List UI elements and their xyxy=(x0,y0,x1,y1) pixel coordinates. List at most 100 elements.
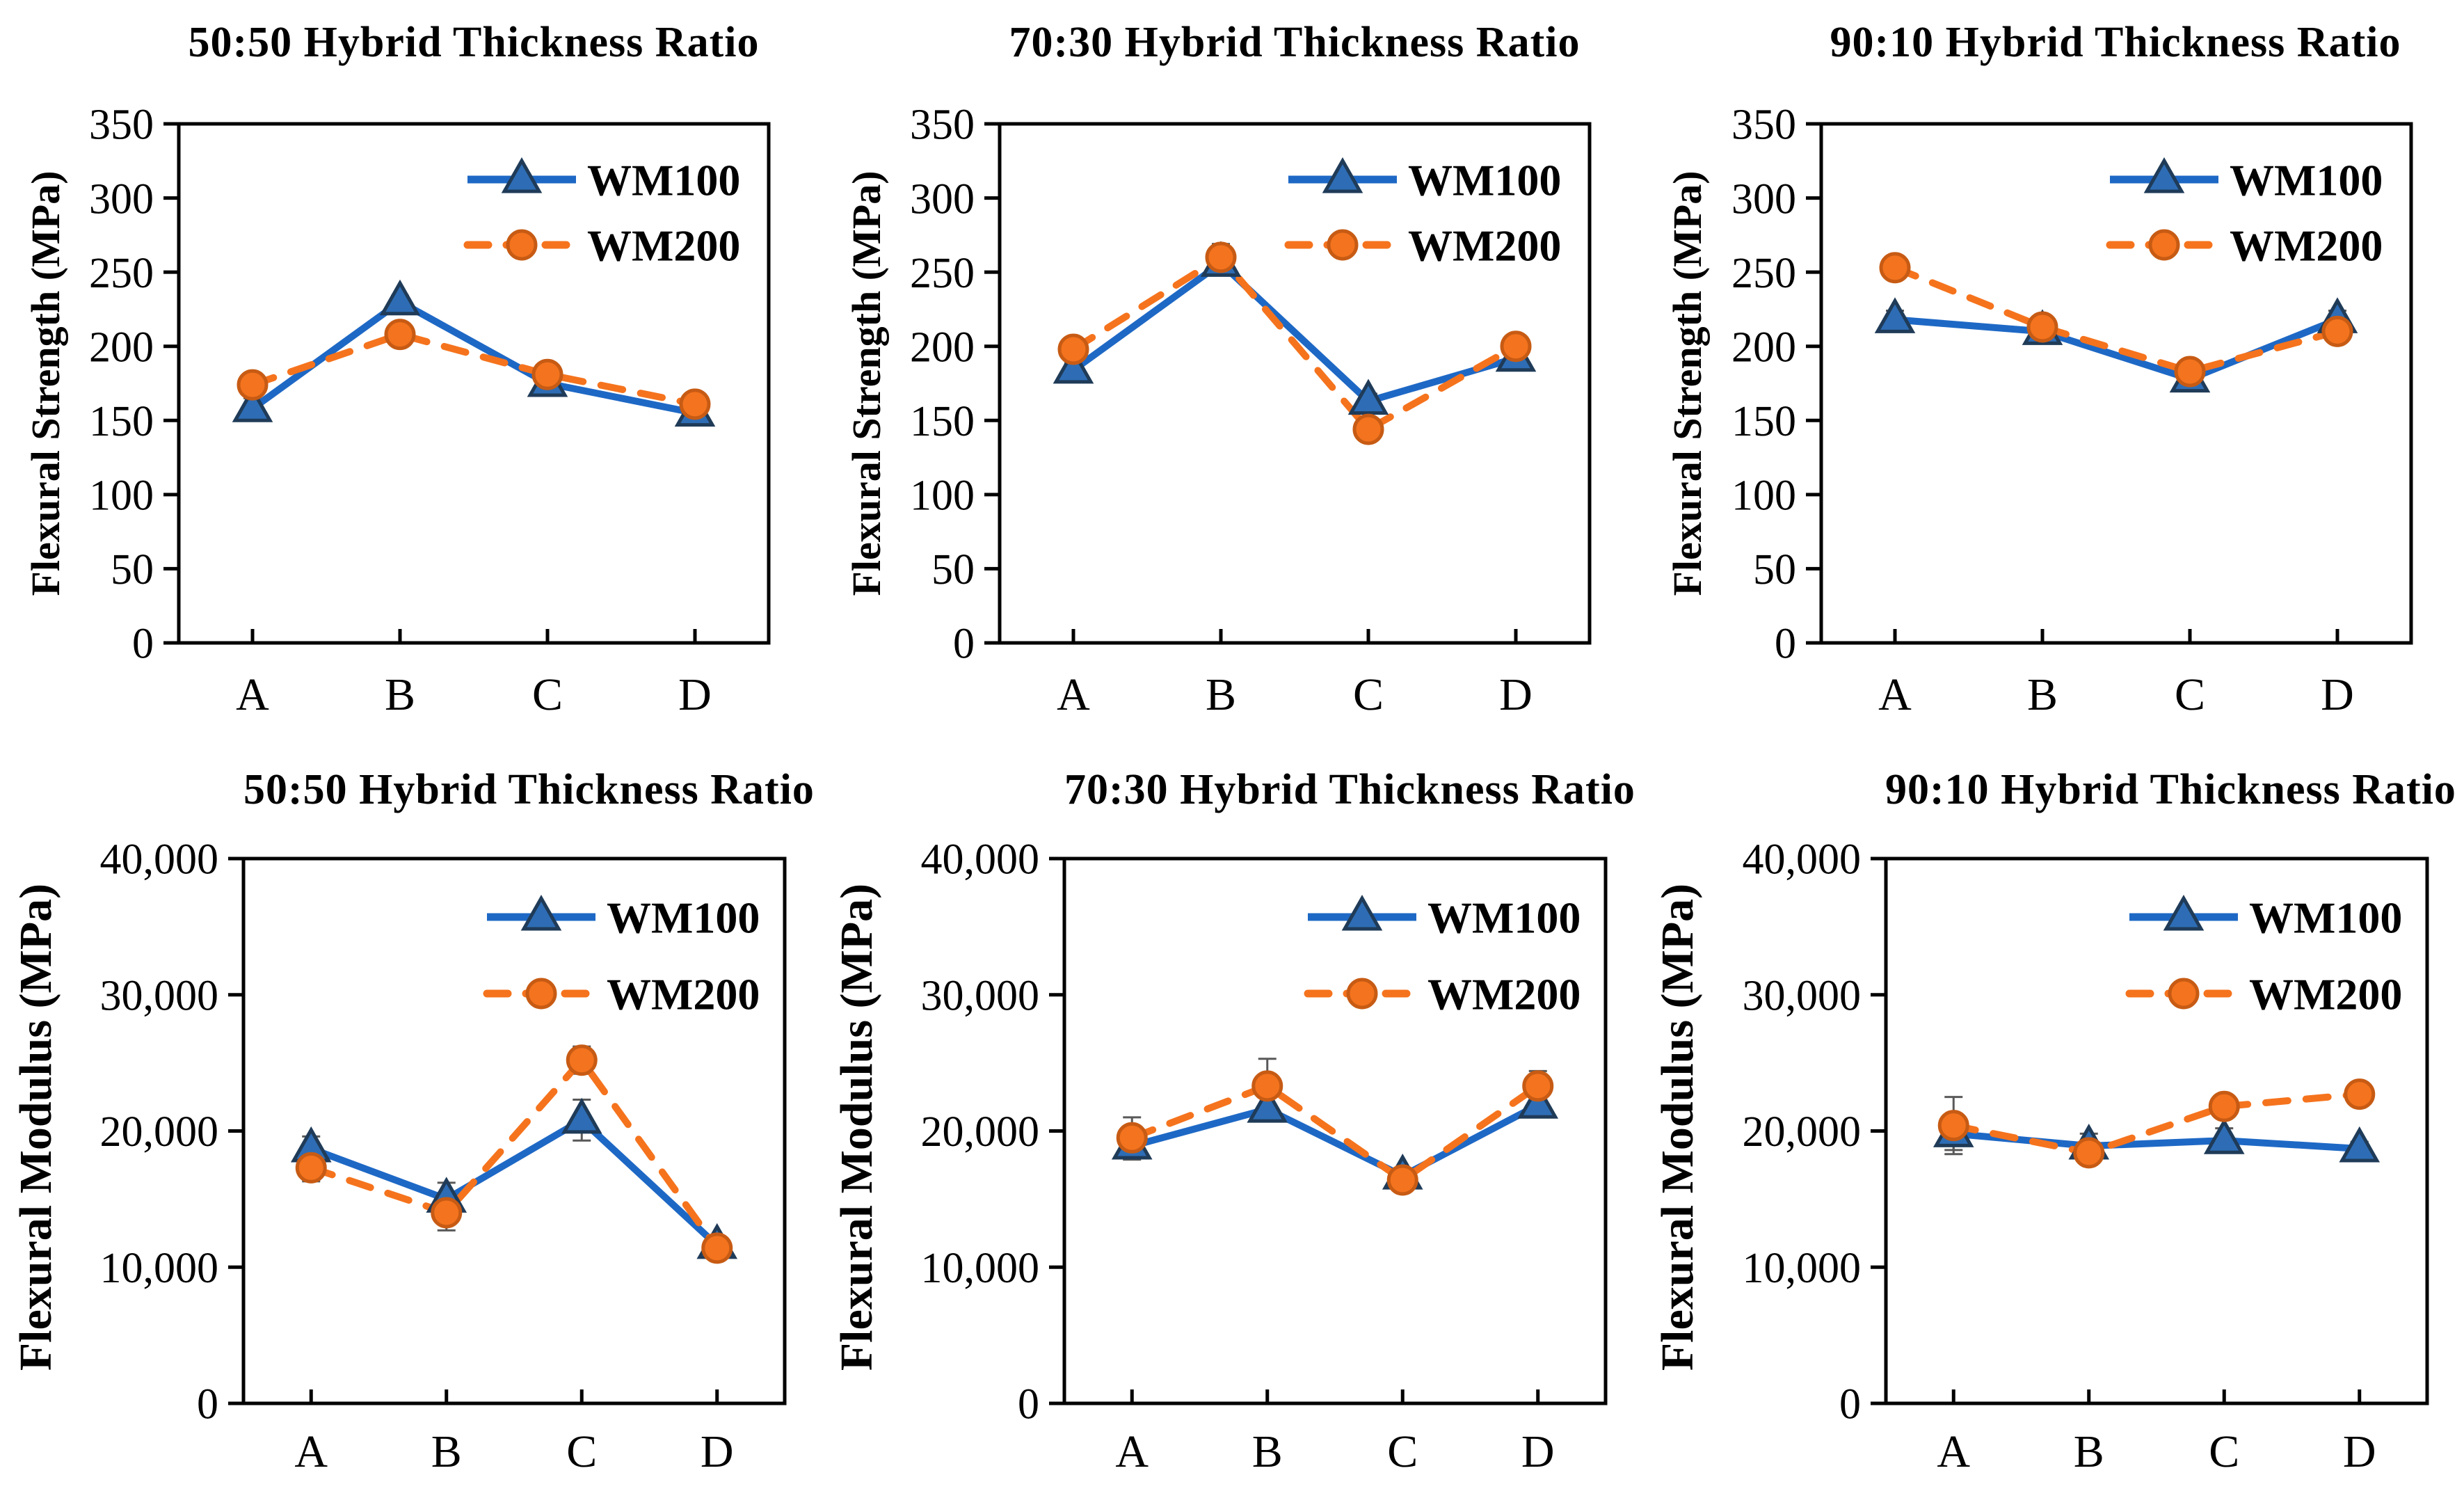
axis-box xyxy=(998,122,1592,645)
x-category-label: D xyxy=(2343,1426,2376,1477)
y-tick-label: 0 xyxy=(1018,1381,1039,1428)
y-tick-label: 0 xyxy=(1839,1381,1861,1428)
y-tick-label: 200 xyxy=(1731,324,1796,371)
y-tick-label: 0 xyxy=(132,621,154,668)
plot-area: 0 10,000 20,000 30,000 40,000 A B C D WM100 WM200 xyxy=(100,836,787,1477)
chart-title: 50:50 Hybrid Thickness Ratio xyxy=(243,766,815,813)
x-category-label: A xyxy=(1878,669,1912,720)
marker-wm200 xyxy=(2208,1090,2240,1122)
plot-area: 0 50 100 150 200 250 300 350 A B C D WM100 WM200 xyxy=(89,102,771,720)
marker-wm100 xyxy=(2203,1118,2245,1154)
chart-title: 90:10 Hybrid Thickness Ratio xyxy=(1885,766,2456,813)
x-category-label: C xyxy=(2175,669,2205,720)
x-category-label: A xyxy=(1057,669,1090,720)
series-line-wm100 xyxy=(1953,1130,2360,1152)
marker-wm200 xyxy=(384,319,416,351)
series-line-wm200 xyxy=(307,1054,721,1252)
marker-wm200 xyxy=(1352,413,1384,445)
y-tick-label: 30,000 xyxy=(921,972,1040,1019)
x-category-label: D xyxy=(678,669,712,720)
marker-wm200 xyxy=(2174,356,2206,388)
y-tick-label: 200 xyxy=(910,324,975,371)
x-category-label: B xyxy=(2074,1426,2104,1477)
marker-wm100 xyxy=(1874,297,1916,333)
y-tick-label: 20,000 xyxy=(100,1108,219,1156)
y-tick-label: 200 xyxy=(89,324,154,371)
x-category-label: D xyxy=(2321,669,2354,720)
y-tick-label: 30,000 xyxy=(1743,972,1862,1019)
x-category-label: B xyxy=(2027,669,2058,720)
y-tick-label: 0 xyxy=(197,1381,218,1428)
y-tick-label: 350 xyxy=(89,102,154,149)
marker-wm200 xyxy=(1500,330,1532,362)
marker-wm200 xyxy=(431,1197,463,1229)
marker-wm200 xyxy=(679,388,711,420)
legend-marker-wm200 xyxy=(2148,229,2180,261)
y-tick-label: 50 xyxy=(1753,546,1796,593)
x-category-label: C xyxy=(2209,1426,2239,1477)
y-tick-label: 250 xyxy=(910,250,975,297)
series-line-wm100 xyxy=(250,297,696,417)
marker-wm200 xyxy=(2344,1078,2376,1110)
chart-modulus-5050: 50:50 Hybrid Thickness Ratio Flexural Mo… xyxy=(0,749,821,1498)
chart-strength-7030: 70:30 Hybrid Thickness Ratio Flexural St… xyxy=(821,0,1642,749)
y-tick-label: 100 xyxy=(89,472,154,520)
series-line-wm100 xyxy=(310,1115,720,1248)
marker-wm200 xyxy=(295,1152,327,1184)
marker-wm200 xyxy=(2321,315,2353,347)
marker-wm200 xyxy=(1205,241,1237,273)
series-line-wm100 xyxy=(1071,258,1517,406)
legend-label-wm200: WM200 xyxy=(2249,969,2402,1019)
series-line-wm100 xyxy=(1130,1101,1540,1180)
legend-label-wm200: WM200 xyxy=(1408,221,1561,270)
legend-marker-wm100 xyxy=(1341,894,1383,931)
y-tick-label: 10,000 xyxy=(921,1245,1040,1292)
marker-wm200 xyxy=(1057,333,1089,365)
marker-wm100 xyxy=(1347,379,1389,415)
y-tick-label: 300 xyxy=(1731,175,1796,223)
marker-wm200 xyxy=(566,1044,598,1076)
legend-label-wm200: WM200 xyxy=(1427,969,1581,1019)
marker-wm200 xyxy=(1251,1070,1283,1102)
series-line-wm200 xyxy=(249,330,698,408)
x-category-label: B xyxy=(431,1426,462,1477)
x-category-label: A xyxy=(236,669,269,720)
y-tick-label: 0 xyxy=(953,621,975,668)
x-category-label: A xyxy=(294,1426,328,1477)
marker-wm100 xyxy=(1053,347,1094,384)
chart-strength-9010: 90:10 Hybrid Thickness Ratio Flexural St… xyxy=(1642,0,2464,749)
legend-marker-wm100 xyxy=(501,157,543,193)
marker-wm200 xyxy=(1386,1164,1418,1196)
marker-wm200 xyxy=(2026,311,2058,343)
marker-wm100 xyxy=(561,1097,602,1134)
x-category-label: B xyxy=(385,669,415,720)
x-category-label: A xyxy=(1115,1426,1149,1477)
plot-area: 0 50 100 150 200 250 300 350 A B C D WM100 WM200 xyxy=(910,102,1592,720)
legend-marker-wm100 xyxy=(2163,894,2205,931)
chart-strength-5050: 50:50 Hybrid Thickness Ratio Flexural St… xyxy=(0,0,821,749)
y-tick-label: 300 xyxy=(910,175,975,223)
legend-marker-wm100 xyxy=(1322,157,1363,193)
marker-wm200 xyxy=(1116,1122,1148,1154)
x-category-label: D xyxy=(1499,669,1533,720)
legend-marker-wm100 xyxy=(520,894,562,931)
x-category-label: C xyxy=(566,1426,597,1477)
legend-marker-wm200 xyxy=(1346,978,1378,1010)
y-tick-label: 250 xyxy=(89,250,154,297)
legend-marker-wm200 xyxy=(525,978,557,1010)
y-tick-label: 40,000 xyxy=(100,836,219,884)
legend-marker-wm200 xyxy=(2168,978,2200,1010)
y-tick-label: 0 xyxy=(1775,621,1796,668)
x-category-label: D xyxy=(701,1426,734,1477)
legend-label-wm100: WM100 xyxy=(2249,893,2402,942)
y-tick-label: 250 xyxy=(1731,250,1796,297)
axis-box xyxy=(1819,122,2413,645)
marker-wm100 xyxy=(1247,1087,1288,1123)
marker-wm100 xyxy=(2339,1126,2381,1163)
legend-label-wm200: WM200 xyxy=(2230,221,2383,270)
y-tick-label: 350 xyxy=(1731,102,1796,149)
legend-marker-wm200 xyxy=(1327,229,1359,261)
marker-wm200 xyxy=(1879,252,1911,284)
legend-label-wm200: WM200 xyxy=(607,969,760,1019)
y-tick-label: 10,000 xyxy=(1743,1245,1862,1292)
